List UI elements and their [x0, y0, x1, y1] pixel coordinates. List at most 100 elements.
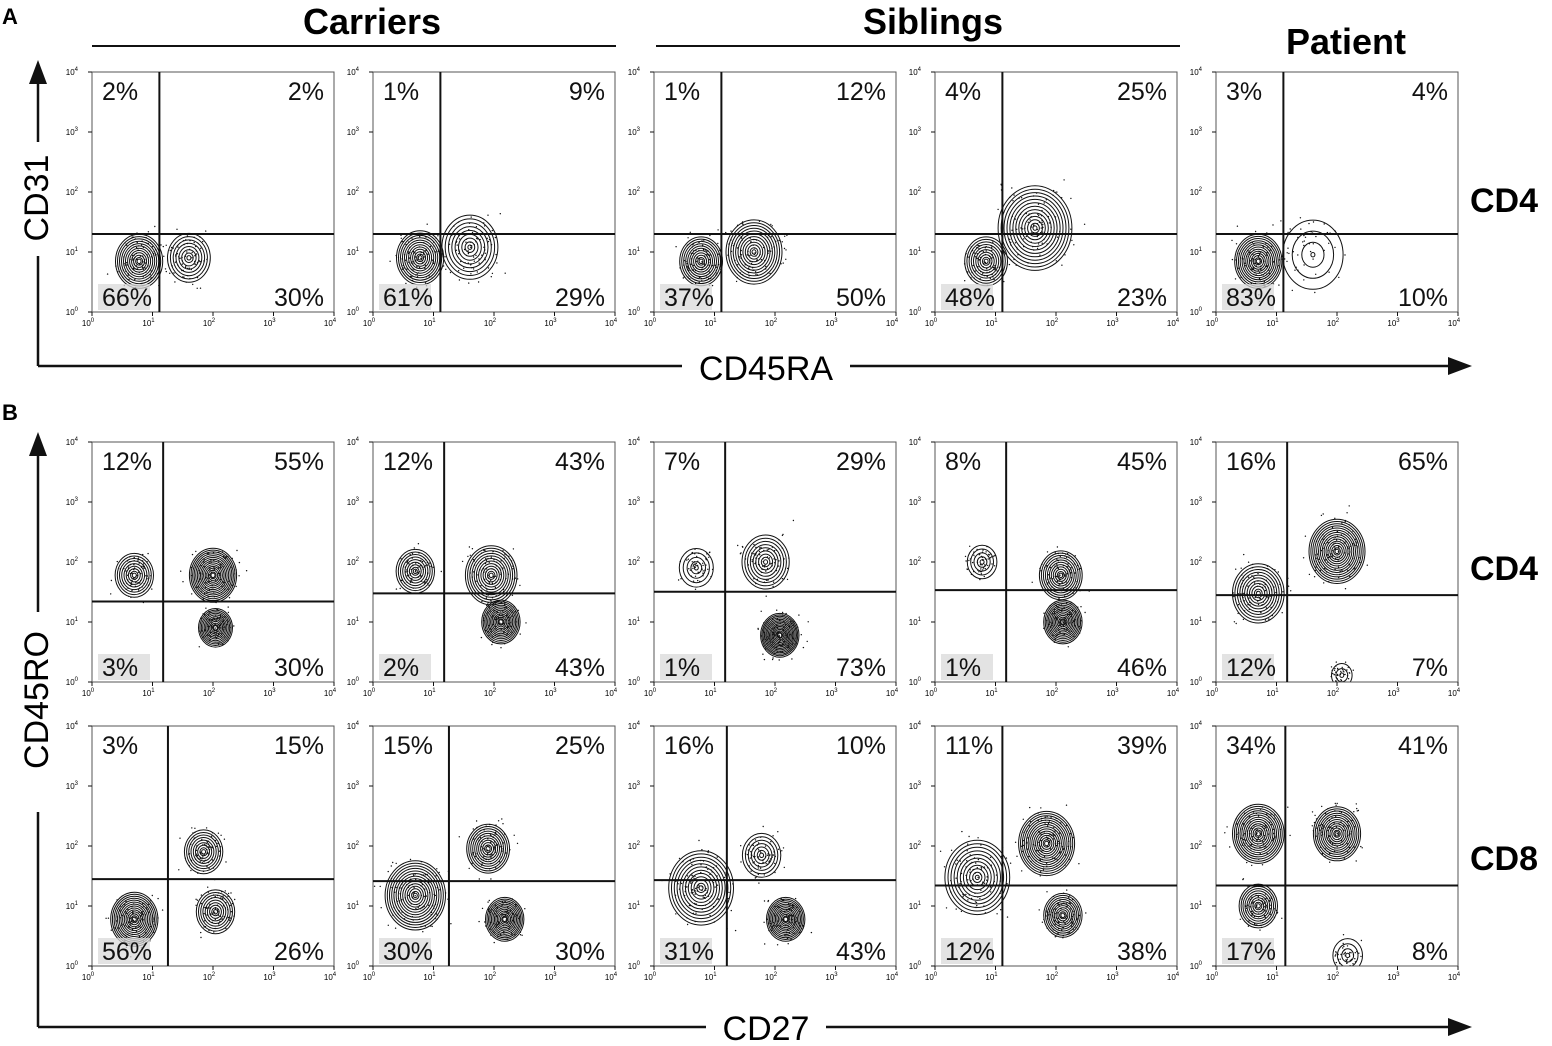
event-dot	[1059, 574, 1061, 576]
contour-line	[487, 606, 515, 638]
y-tick-label: 101	[1190, 247, 1203, 257]
event-dot	[1320, 514, 1323, 517]
event-dot	[1080, 606, 1082, 608]
event-dot	[1254, 596, 1256, 599]
contour-line	[1327, 823, 1347, 845]
event-dot	[205, 607, 207, 609]
event-dot	[686, 559, 688, 561]
event-dot	[1336, 832, 1338, 835]
quadrant-percent-ur: 10%	[836, 732, 886, 760]
event-dot	[162, 245, 164, 248]
contour-line	[1020, 813, 1074, 874]
contour-line	[693, 879, 709, 897]
contour-line	[959, 857, 995, 898]
event-dot	[739, 553, 742, 555]
event-dot	[229, 917, 232, 919]
event-dot	[754, 562, 756, 565]
population-center	[1032, 225, 1038, 231]
event-dot	[955, 863, 957, 865]
quadrant-highlight	[1222, 284, 1274, 310]
population-center	[974, 874, 980, 881]
event-dot	[179, 257, 181, 260]
event-dot	[686, 886, 688, 888]
y-tick-label: 104	[66, 67, 79, 77]
contour-line	[188, 834, 219, 870]
event-dot	[964, 555, 967, 558]
event-dot	[677, 579, 680, 581]
y-tick-label: 101	[1190, 617, 1203, 627]
event-dot	[1360, 939, 1363, 942]
y-tick-label: 104	[347, 437, 360, 447]
x-tick-label: 104	[324, 972, 337, 982]
contour-line	[391, 867, 440, 923]
event-dot	[783, 247, 786, 250]
contour-line	[408, 564, 422, 579]
x-tick-label: 103	[825, 972, 838, 982]
event-dot	[1322, 513, 1324, 515]
event-dot	[1067, 563, 1069, 565]
event-dot	[1356, 807, 1358, 810]
event-dot	[1247, 925, 1250, 927]
event-dot	[389, 260, 391, 262]
contour-line	[1246, 580, 1271, 607]
event-dot	[750, 851, 752, 853]
y-tick-label: 100	[909, 307, 922, 317]
event-dot	[688, 904, 691, 907]
contour-line	[1044, 557, 1077, 594]
event-dot	[199, 861, 201, 863]
event-dot	[182, 581, 184, 583]
contour-line	[389, 865, 442, 926]
event-dot	[1355, 803, 1358, 805]
event-dot	[1299, 217, 1302, 219]
contour-line	[1025, 819, 1068, 868]
event-dot	[193, 241, 195, 244]
axis-title-b-x: CD27	[723, 1010, 810, 1046]
y-tick-label: 100	[1190, 961, 1203, 971]
y-tick-label: 103	[1190, 127, 1203, 137]
contour-line	[966, 238, 1006, 284]
row-label-a-cd4: CD4	[1470, 182, 1538, 220]
event-dot	[776, 609, 778, 611]
contour-line	[678, 548, 714, 588]
contour-line	[198, 558, 228, 592]
y-tick-label: 100	[909, 961, 922, 971]
event-dot	[497, 820, 500, 822]
event-dot	[234, 898, 236, 901]
event-dot	[1352, 963, 1354, 965]
event-dot	[1333, 669, 1336, 671]
y-tick-label: 100	[1190, 677, 1203, 687]
event-dot	[472, 828, 474, 830]
x-tick-label: 103	[1106, 688, 1119, 698]
event-dot	[1041, 221, 1043, 224]
event-dot	[1343, 671, 1345, 673]
event-dot	[200, 936, 202, 939]
event-dot	[1066, 889, 1068, 891]
event-dot	[238, 575, 240, 577]
contour-line	[487, 570, 496, 580]
contour-line	[1314, 525, 1360, 578]
contour-line	[1241, 814, 1276, 854]
population-center	[759, 852, 765, 858]
contour-line	[1252, 899, 1265, 913]
contour-line	[1245, 818, 1272, 849]
x-tick-label: 103	[825, 688, 838, 698]
contour-line	[696, 882, 706, 894]
event-dot	[1287, 231, 1289, 234]
y-tick-label: 101	[909, 247, 922, 257]
event-dot	[499, 213, 501, 215]
contour-line	[1055, 613, 1071, 631]
contour-line	[973, 552, 991, 572]
y-tick-label: 102	[1190, 187, 1203, 197]
event-dot	[476, 238, 478, 240]
event-dot	[1037, 243, 1040, 245]
contour-line	[472, 830, 505, 867]
event-dot	[943, 866, 946, 868]
event-dot	[173, 272, 175, 274]
contour-line	[766, 620, 794, 651]
plot-area	[661, 825, 813, 946]
y-tick-label: 101	[909, 617, 922, 627]
contour-line	[782, 915, 790, 923]
